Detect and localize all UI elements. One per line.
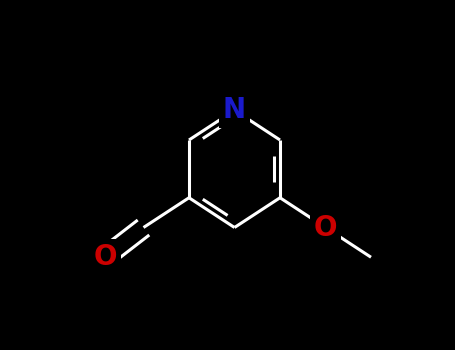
- Text: O: O: [314, 214, 337, 242]
- Text: O: O: [93, 243, 117, 271]
- Text: N: N: [223, 96, 246, 124]
